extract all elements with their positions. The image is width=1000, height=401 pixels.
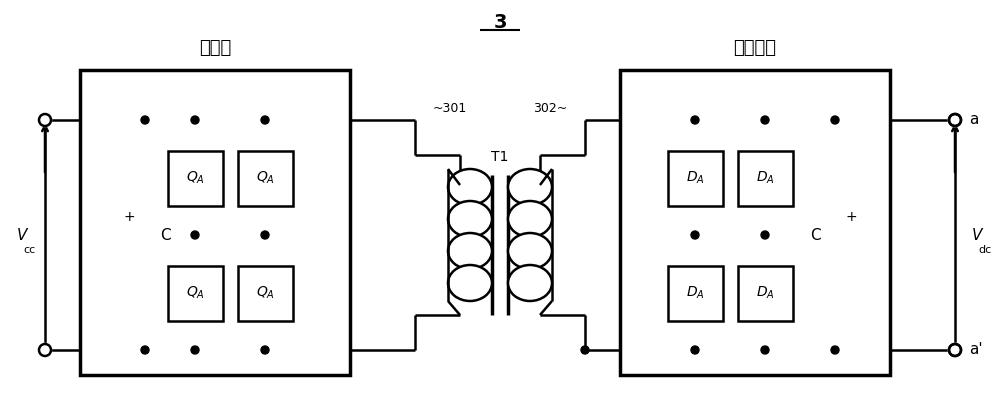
Bar — [168, 265, 223, 320]
Ellipse shape — [508, 265, 552, 301]
Circle shape — [141, 116, 149, 124]
Text: T1: T1 — [491, 150, 509, 164]
Text: V: V — [17, 227, 27, 243]
Text: $D_A$: $D_A$ — [756, 169, 774, 186]
Text: 逆变器: 逆变器 — [199, 39, 231, 57]
Circle shape — [761, 346, 769, 354]
Text: $Q_A$: $Q_A$ — [186, 284, 204, 301]
Circle shape — [191, 116, 199, 124]
Text: $D_A$: $D_A$ — [756, 284, 774, 301]
Circle shape — [191, 346, 199, 354]
Text: $Q_A$: $Q_A$ — [256, 284, 274, 301]
Bar — [668, 150, 723, 205]
Text: C: C — [810, 227, 820, 243]
Circle shape — [949, 344, 961, 356]
Bar — [738, 265, 793, 320]
Text: V: V — [972, 227, 982, 243]
Ellipse shape — [508, 233, 552, 269]
Text: 302~: 302~ — [533, 101, 567, 115]
Circle shape — [261, 231, 269, 239]
Bar — [168, 150, 223, 205]
Circle shape — [261, 346, 269, 354]
Text: 3: 3 — [493, 12, 507, 32]
Ellipse shape — [448, 201, 492, 237]
Circle shape — [691, 231, 699, 239]
Text: cc: cc — [24, 245, 36, 255]
Text: $D_A$: $D_A$ — [686, 284, 704, 301]
Circle shape — [39, 344, 51, 356]
Circle shape — [39, 114, 51, 126]
Ellipse shape — [508, 169, 552, 205]
Circle shape — [949, 114, 961, 126]
Circle shape — [831, 346, 839, 354]
Text: $Q_A$: $Q_A$ — [256, 169, 274, 186]
Bar — [668, 265, 723, 320]
Ellipse shape — [508, 201, 552, 237]
Ellipse shape — [448, 169, 492, 205]
Circle shape — [261, 116, 269, 124]
Ellipse shape — [448, 233, 492, 269]
Circle shape — [949, 344, 961, 356]
Text: 整流电路: 整流电路 — [734, 39, 776, 57]
Circle shape — [581, 346, 589, 354]
Text: +: + — [123, 210, 135, 224]
Circle shape — [761, 231, 769, 239]
Text: a': a' — [969, 342, 983, 358]
Text: a: a — [969, 113, 978, 128]
Circle shape — [761, 116, 769, 124]
Text: dc: dc — [978, 245, 992, 255]
Bar — [238, 265, 293, 320]
Text: +: + — [845, 210, 857, 224]
Bar — [620, 70, 890, 375]
Bar — [738, 150, 793, 205]
Circle shape — [831, 116, 839, 124]
Circle shape — [691, 116, 699, 124]
Bar — [238, 150, 293, 205]
Circle shape — [191, 231, 199, 239]
Circle shape — [691, 346, 699, 354]
Text: ~301: ~301 — [433, 101, 467, 115]
Text: $Q_A$: $Q_A$ — [186, 169, 204, 186]
Text: $D_A$: $D_A$ — [686, 169, 704, 186]
Circle shape — [141, 346, 149, 354]
Ellipse shape — [448, 265, 492, 301]
Circle shape — [949, 114, 961, 126]
Text: C: C — [160, 227, 170, 243]
Bar — [80, 70, 350, 375]
